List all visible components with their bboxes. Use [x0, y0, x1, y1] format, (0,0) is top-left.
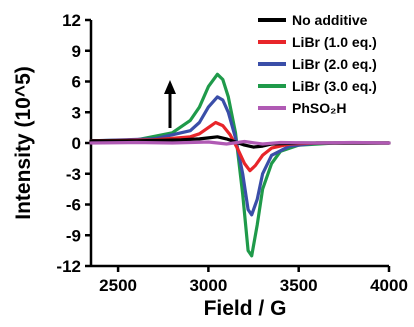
y-tick-label: 3	[72, 103, 81, 122]
y-axis-title: Intensity (10^5)	[12, 66, 35, 219]
x-tick-label: 3500	[280, 276, 318, 295]
legend-label: LiBr (2.0 eq.)	[292, 56, 377, 72]
up-arrow-icon	[164, 80, 176, 94]
legend-label: LiBr (1.0 eq.)	[292, 34, 377, 50]
x-axis-title: Field / G	[204, 297, 287, 320]
axes: 12 9 6 3 0 -3 -6 -9 -12 2500 3000 3500 4000	[56, 11, 407, 295]
y-tick-label: -9	[66, 226, 81, 245]
y-tick-label: -3	[66, 165, 81, 184]
x-tick-label: 4000	[370, 276, 408, 295]
legend-label: PhSO₂H	[292, 100, 346, 116]
annotations	[164, 80, 176, 128]
y-tick-label: -12	[56, 257, 81, 276]
x-tick-label: 3000	[189, 276, 227, 295]
series-line	[89, 95, 391, 217]
legend-label: No additive	[292, 12, 368, 28]
y-tick-label: 9	[72, 42, 81, 61]
legend-label: LiBr (3.0 eq.)	[292, 78, 377, 94]
y-tick-label: 6	[72, 73, 81, 92]
y-tick-label: 12	[62, 11, 81, 30]
x-tick-label: 2500	[99, 276, 137, 295]
legend: No additive LiBr (1.0 eq.) LiBr (2.0 eq.) L…	[258, 12, 377, 116]
y-tick-label: 0	[72, 134, 81, 153]
y-tick-label: -6	[66, 196, 81, 215]
series-line	[89, 139, 391, 146]
series-line	[89, 120, 391, 173]
series-layer	[89, 72, 391, 258]
